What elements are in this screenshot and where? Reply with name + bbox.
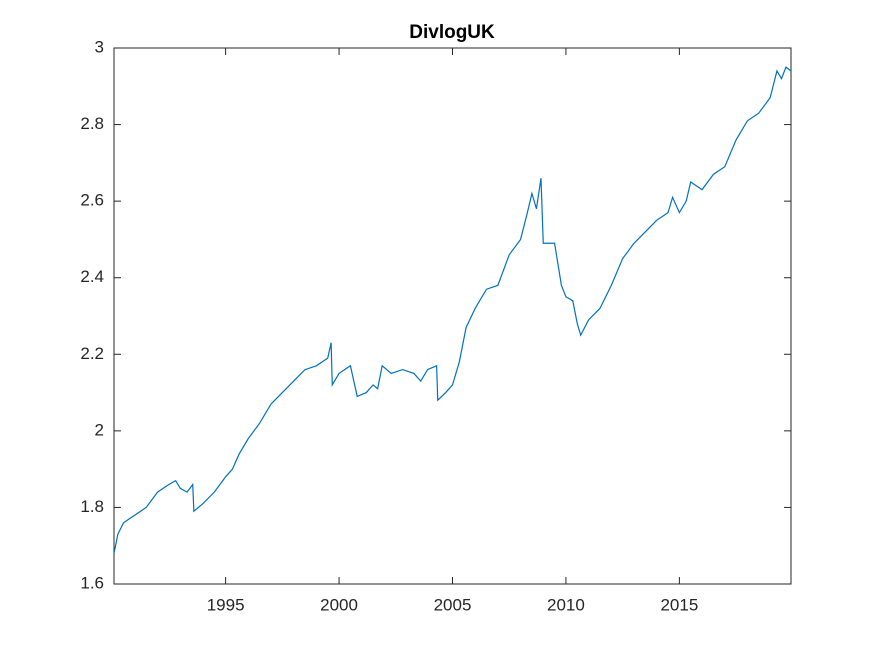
x-tick-label: 1995: [207, 595, 245, 614]
y-tick-label: 2.8: [80, 114, 104, 133]
chart-title: DivlogUK: [409, 22, 495, 43]
y-tick-label: 1.8: [80, 497, 104, 516]
y-tick-label: 2.4: [80, 267, 104, 286]
x-tick-label: 2000: [320, 595, 358, 614]
y-tick-label: 2.6: [80, 191, 104, 210]
y-tick-label: 3: [95, 37, 104, 56]
x-tick-label: 2010: [547, 595, 585, 614]
data-line: [113, 66, 792, 554]
x-tick-label: 2015: [660, 595, 698, 614]
y-tick-label: 2: [95, 420, 104, 439]
x-tick-label: 2005: [434, 595, 472, 614]
y-tick-label: 2.2: [80, 344, 104, 363]
y-tick-label: 1.6: [80, 573, 104, 592]
